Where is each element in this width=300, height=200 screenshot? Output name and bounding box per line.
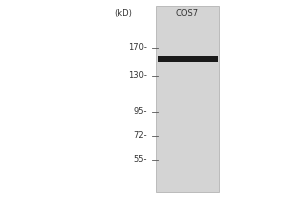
Text: 55-: 55- (134, 156, 147, 164)
Text: 95-: 95- (134, 108, 147, 116)
Text: 170-: 170- (128, 44, 147, 52)
Text: 72-: 72- (134, 132, 147, 140)
Text: COS7: COS7 (176, 9, 199, 18)
Bar (158, 56, 218, 62)
Bar (156, 6, 219, 192)
Text: 130-: 130- (128, 72, 147, 80)
Text: (kD): (kD) (114, 9, 132, 18)
